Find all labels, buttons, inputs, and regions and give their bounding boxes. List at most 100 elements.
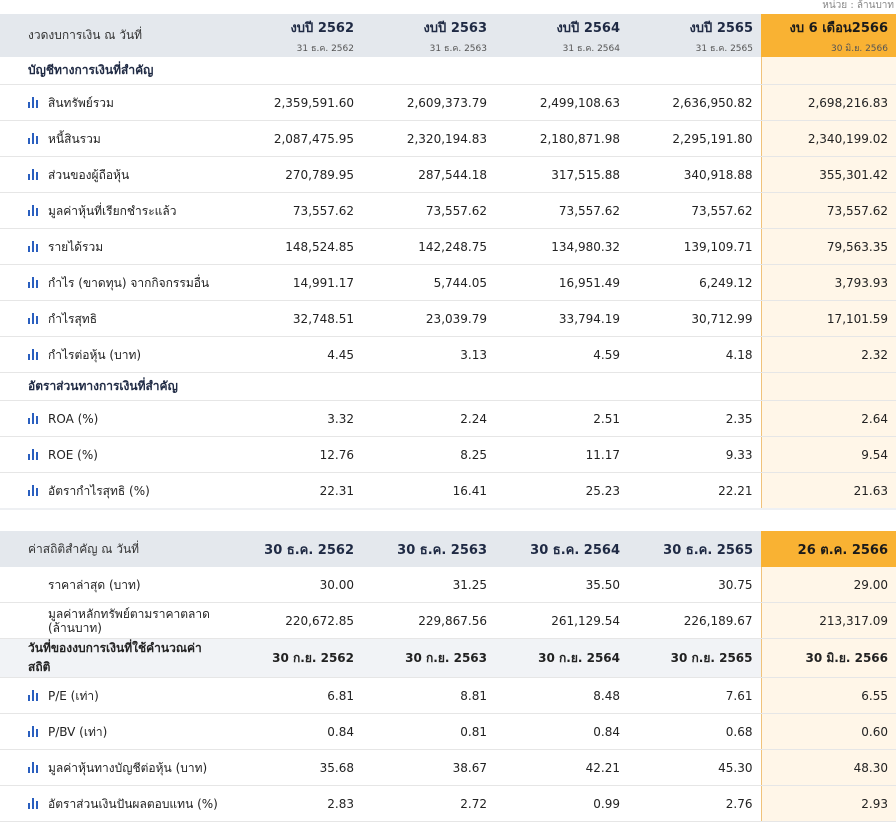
row-value: 8.25 xyxy=(362,436,495,473)
bar-chart-icon[interactable] xyxy=(28,412,40,424)
unit-label: หน่วย : ล้านบาท xyxy=(822,0,894,11)
row-value: 148,524.85 xyxy=(229,228,362,265)
row-value: 30,712.99 xyxy=(628,300,761,337)
row-value: 25.23 xyxy=(495,472,628,509)
row-value: 2.35 xyxy=(628,400,761,437)
table-row: กำไร (ขาดทุน) จากกิจกรรมอื่น 14,991.17 5,7… xyxy=(0,264,896,301)
section-date-cell: 30 ก.ย. 2565 xyxy=(628,638,761,678)
header-period-label: งวดงบการเงิน ณ วันที่ xyxy=(0,14,229,57)
row-value: 134,980.32 xyxy=(495,228,628,265)
row-label: มูลค่าหลักทรัพย์ตามราคาตลาด (ล้านบาท) xyxy=(0,602,229,639)
table-row: ราคาล่าสุด (บาท) 30.00 31.25 35.50 30.75 29.0… xyxy=(0,567,896,603)
table-row: มูลค่าหุ้นที่เรียกชำระแล้ว 73,557.62 73,55… xyxy=(0,192,896,229)
table-row: อัตราส่วนเงินปันผลตอบแทน (%) 2.83 2.72 0.99… xyxy=(0,785,896,822)
row-value: 2.51 xyxy=(495,400,628,437)
bar-chart-icon[interactable] xyxy=(28,132,40,144)
header-col-1: 30 ธ.ค. 2562 xyxy=(229,531,362,567)
row-value: 2,087,475.95 xyxy=(229,120,362,157)
section-date-cell: 30 มิ.ย. 2566 xyxy=(760,638,896,678)
row-value: 8.48 xyxy=(495,677,628,714)
row-value: 0.99 xyxy=(495,785,628,822)
section-empty-cell xyxy=(495,57,628,85)
section-date-cell: 30 ก.ย. 2564 xyxy=(495,638,628,678)
section-empty-cell xyxy=(495,372,628,401)
row-value: 11.17 xyxy=(495,436,628,473)
row-label: อัตรากำไรสุทธิ (%) xyxy=(0,472,229,509)
row-value: 16,951.49 xyxy=(495,264,628,301)
bar-chart-icon[interactable] xyxy=(28,204,40,216)
bar-chart-icon[interactable] xyxy=(28,348,40,360)
table-row: รายได้รวม 148,524.85 142,248.75 134,980.32 1… xyxy=(0,228,896,265)
row-value: 317,515.88 xyxy=(495,156,628,193)
row-label: ROE (%) xyxy=(0,436,229,473)
row-value: 8.81 xyxy=(362,677,495,714)
table-header-row: งวดงบการเงิน ณ วันที่ งบปี 2562 31 ธ.ค. 2… xyxy=(0,14,896,57)
row-label: P/E (เท่า) xyxy=(0,677,229,714)
header-col-2: 30 ธ.ค. 2563 xyxy=(362,531,495,567)
row-value: 340,918.88 xyxy=(628,156,761,193)
row-value: 226,189.67 xyxy=(628,602,761,639)
table-row: กำไรต่อหุ้น (บาท) 4.45 3.13 4.59 4.18 2.32 xyxy=(0,336,896,373)
header-col-2565: งบปี 2565 31 ธ.ค. 2565 xyxy=(628,14,761,57)
row-value: 22.21 xyxy=(628,472,761,509)
row-value: 261,129.54 xyxy=(495,602,628,639)
row-label-text: อัตราส่วนเงินปันผลตอบแทน (%) xyxy=(48,796,218,811)
bar-chart-icon[interactable] xyxy=(28,689,40,701)
row-value: 29.00 xyxy=(760,567,896,603)
bar-chart-icon[interactable] xyxy=(28,276,40,288)
row-label-text: มูลค่าหลักทรัพย์ตามราคาตลาด (ล้านบาท) xyxy=(48,606,210,635)
row-value: 2,499,108.63 xyxy=(495,84,628,121)
row-label: หนี้สินรวม xyxy=(0,120,229,157)
row-value: 3.32 xyxy=(229,400,362,437)
row-value: 2,698,216.83 xyxy=(760,84,896,121)
bar-chart-icon[interactable] xyxy=(28,240,40,252)
bar-chart-icon[interactable] xyxy=(28,484,40,496)
section-title: อัตราส่วนทางการเงินที่สำคัญ xyxy=(0,372,229,401)
row-value: 3,793.93 xyxy=(760,264,896,301)
table-row: ส่วนของผู้ถือหุ้น 270,789.95 287,544.18 317… xyxy=(0,156,896,193)
table-separator xyxy=(0,508,896,510)
row-value: 33,794.19 xyxy=(495,300,628,337)
row-label-text: กำไรต่อหุ้น (บาท) xyxy=(48,347,142,362)
table-row: สินทรัพย์รวม 2,359,591.60 2,609,373.79 2,49… xyxy=(0,84,896,121)
section-header-row: บัญชีทางการเงินที่สำคัญ xyxy=(0,57,896,85)
row-value: 6.55 xyxy=(760,677,896,714)
bar-chart-icon[interactable] xyxy=(28,168,40,180)
row-value: 30.00 xyxy=(229,567,362,603)
header-col-2562: งบปี 2562 31 ธ.ค. 2562 xyxy=(229,14,362,57)
header-col-5: 26 ต.ค. 2566 xyxy=(761,531,896,567)
row-label: ราคาล่าสุด (บาท) xyxy=(0,567,229,603)
row-value: 12.76 xyxy=(229,436,362,473)
row-value: 2,320,194.83 xyxy=(362,120,495,157)
row-value: 21.63 xyxy=(760,472,896,509)
row-value: 270,789.95 xyxy=(229,156,362,193)
bar-chart-icon[interactable] xyxy=(28,797,40,809)
row-label: มูลค่าหุ้นที่เรียกชำระแล้ว xyxy=(0,192,229,229)
section-empty-cell xyxy=(760,57,896,85)
row-label-text: P/BV (เท่า) xyxy=(48,724,108,739)
section-header-row: วันที่ของงบการเงินที่ใช้คำนวณค่าสถิติ 30 … xyxy=(0,638,896,678)
row-label: P/BV (เท่า) xyxy=(0,713,229,750)
bar-chart-icon[interactable] xyxy=(28,312,40,324)
row-label: รายได้รวม xyxy=(0,228,229,265)
key-statistics-table: ค่าสถิติสำคัญ ณ วันที่ 30 ธ.ค. 2562 30 ธ… xyxy=(0,531,896,822)
row-label-text: หนี้สินรวม xyxy=(48,131,101,146)
bar-chart-icon[interactable] xyxy=(28,96,40,108)
row-value: 4.59 xyxy=(495,336,628,373)
row-label-text: กำไร (ขาดทุน) จากกิจกรรมอื่น xyxy=(48,275,210,290)
row-value: 4.45 xyxy=(229,336,362,373)
table-row: ROA (%) 3.32 2.24 2.51 2.35 2.64 xyxy=(0,400,896,437)
bar-chart-icon[interactable] xyxy=(28,448,40,460)
section-empty-cell xyxy=(628,372,761,401)
bar-chart-icon[interactable] xyxy=(28,761,40,773)
row-value: 0.68 xyxy=(628,713,761,750)
row-value: 9.54 xyxy=(760,436,896,473)
row-value: 22.31 xyxy=(229,472,362,509)
table-row: P/BV (เท่า) 0.84 0.81 0.84 0.68 0.60 xyxy=(0,713,896,750)
row-value: 0.84 xyxy=(495,713,628,750)
table-row: ROE (%) 12.76 8.25 11.17 9.33 9.54 xyxy=(0,436,896,473)
bar-chart-icon[interactable] xyxy=(28,725,40,737)
table-row: มูลค่าหลักทรัพย์ตามราคาตลาด (ล้านบาท) 220… xyxy=(0,602,896,639)
row-value: 48.30 xyxy=(760,749,896,786)
row-label-text: รายได้รวม xyxy=(48,239,104,254)
